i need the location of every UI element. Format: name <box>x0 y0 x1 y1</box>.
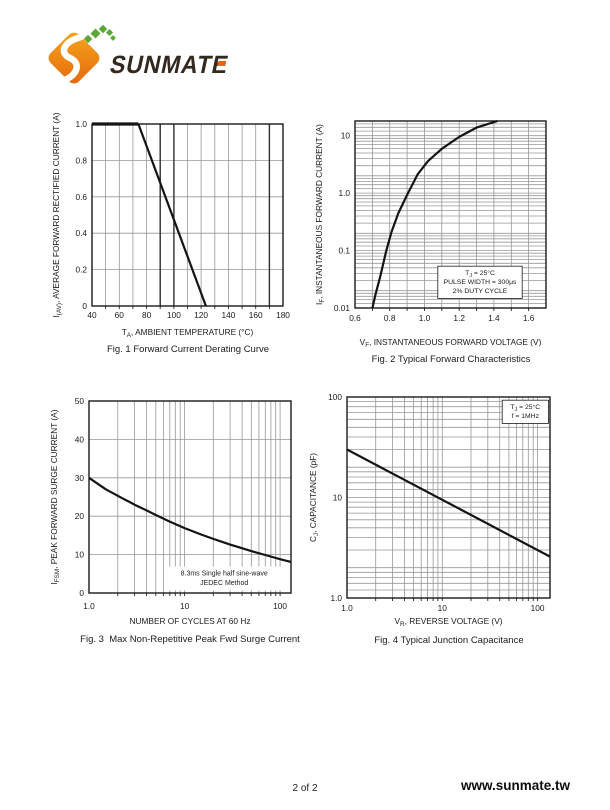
x-tick-label: 10 <box>438 603 448 613</box>
y-tick-label: 0.01 <box>334 303 351 313</box>
website-link: www.sunmate.tw <box>460 778 570 793</box>
x-tick-label: 120 <box>194 310 208 320</box>
x-tick-label: 1.0 <box>83 601 95 611</box>
plot-frame <box>88 400 292 594</box>
fig4-plot: TJ = 25°Cf = 1MHz 1.0 10 100 1.0 10 100 VR, REV… <box>308 392 551 628</box>
x-tick-label: 140 <box>221 310 235 320</box>
fig3-caption: Fig. 3 Max Non-Repetitive Peak Fwd Surge… <box>80 634 300 645</box>
y-axis-title: I(AV), AVERAGE FORWARD RECTIFIED CURRENT… <box>51 112 63 317</box>
fig2-caption: Fig. 2 Typical Forward Characteristics <box>371 354 531 365</box>
y-axis-title: IFSM, PEAK FORWARD SURGE CURRENT (A) <box>49 409 61 584</box>
svg-text:2% DUTY CYCLE: 2% DUTY CYCLE <box>453 288 508 295</box>
y-tick-label: 0 <box>79 588 84 598</box>
logo-accent <box>217 61 227 66</box>
y-tick-label: 0.4 <box>75 228 87 238</box>
y-tick-label: 1.0 <box>330 593 342 603</box>
x-axis-title: TA, AMBIENT TEMPERATURE (°C) <box>122 327 254 339</box>
y-axis-title: IF, INSTANTANEOUS FORWARD CURRENT (A) <box>314 124 326 305</box>
fig1-plot: 40 60 80 100 120 140 160 180 0 0.2 0.4 0.6 0.8 1.0 TA,… <box>51 112 290 339</box>
fig4-caption: Fig. 4 Typical Junction Capacitance <box>374 635 524 646</box>
x-tick-label: 40 <box>87 310 97 320</box>
gridlines <box>355 121 546 308</box>
svg-text:TJ = 25°C: TJ = 25°C <box>465 269 495 279</box>
y-tick-label: 30 <box>75 473 85 483</box>
x-tick-label: 100 <box>167 310 181 320</box>
x-axis-title: VR, REVERSE VOLTAGE (V) <box>394 616 502 628</box>
y-tick-label: 50 <box>75 396 85 406</box>
page-number: 2 of 2 <box>292 783 318 794</box>
curve <box>137 123 207 307</box>
logo-svg: SUNMATE <box>48 24 231 84</box>
plot-frame <box>346 396 551 599</box>
svg-text:f = 1MHz: f = 1MHz <box>512 413 540 420</box>
y-tick-label: 1.0 <box>75 119 87 129</box>
chart-fig1: 40 60 80 100 120 140 160 180 0 0.2 0.4 0.6 0.8 1.0 TA,… <box>40 105 308 367</box>
logo-diamond-icon <box>48 32 100 84</box>
svg-text:8.3ms Single half sine-wave: 8.3ms Single half sine-wave <box>181 571 268 578</box>
logo-sparkle-dots-icon <box>83 24 116 44</box>
y-tick-label: 0 <box>82 301 87 311</box>
y-tick-label: 0.2 <box>75 265 87 275</box>
x-tick-label: 100 <box>273 601 287 611</box>
y-tick-label: 0.1 <box>338 246 350 256</box>
plot-frame <box>91 123 284 307</box>
x-tick-label: 160 <box>249 310 263 320</box>
x-tick-label: 1.6 <box>523 313 535 323</box>
plot-frame <box>354 120 547 309</box>
logo-wordmark: SUNMATE <box>107 51 231 79</box>
chart-fig2: TJ = 25°C PULSE WIDTH = 300μs 2% DUTY CYCL… <box>308 105 580 371</box>
logo-wordmark-group: SUNMATE <box>107 51 231 79</box>
chart-fig3: 8.3ms Single half sine-wave JEDEC Method 1… <box>40 385 308 651</box>
x-tick-label: 0.6 <box>349 313 361 323</box>
x-axis-title: VF, INSTANTANEOUS FORWARD VOLTAGE (V) <box>360 337 542 349</box>
curve <box>346 448 551 558</box>
gridlines <box>92 124 283 306</box>
y-tick-label: 10 <box>341 131 351 141</box>
y-axis-title: CJ, CAPACITANCE (pF) <box>308 453 320 542</box>
y-tick-label: 0.8 <box>75 155 87 165</box>
x-tick-label: 0.8 <box>384 313 396 323</box>
y-tick-label: 20 <box>75 511 85 521</box>
x-tick-label: 100 <box>531 603 545 613</box>
x-tick-label: 60 <box>115 310 125 320</box>
gridlines <box>347 397 550 598</box>
svg-text:TJ = 25°C: TJ = 25°C <box>510 403 540 413</box>
y-tick-label: 0.6 <box>75 192 87 202</box>
fig3-plot: 8.3ms Single half sine-wave JEDEC Method 1… <box>49 396 292 626</box>
x-tick-label: 1.0 <box>341 603 353 613</box>
logo-swoosh <box>60 33 85 84</box>
annotation: TJ = 25°Cf = 1MHz <box>501 399 549 424</box>
annotation: 8.3ms Single half sine-wave JEDEC Method <box>165 566 284 591</box>
svg-text:JEDEC Method: JEDEC Method <box>200 580 248 587</box>
chart-fig4: TJ = 25°C f = 1MHz 1.0 10 100 1.0 10 100 VR, REV… <box>308 385 580 651</box>
y-tick-label: 100 <box>328 392 342 402</box>
curve <box>371 119 498 309</box>
x-tick-label: 1.0 <box>419 313 431 323</box>
x-tick-label: 1.4 <box>488 313 500 323</box>
y-tick-label: 10 <box>333 493 343 503</box>
y-tick-label: 40 <box>75 434 85 444</box>
x-tick-label: 180 <box>276 310 290 320</box>
x-axis-title: NUMBER OF CYCLES AT 60 Hz <box>130 616 251 626</box>
fig1-caption: Fig. 1 Forward Current Derating Curve <box>106 344 270 355</box>
sunmate-logo: SUNMATE <box>36 20 246 105</box>
curve <box>88 476 292 563</box>
y-tick-label: 1.0 <box>338 188 350 198</box>
x-tick-label: 10 <box>180 601 190 611</box>
x-tick-label: 1.2 <box>453 313 465 323</box>
svg-text:PULSE WIDTH = 300μs: PULSE WIDTH = 300μs <box>444 279 517 286</box>
gridlines <box>89 401 291 593</box>
y-tick-label: 10 <box>75 550 85 560</box>
x-tick-label: 80 <box>142 310 152 320</box>
